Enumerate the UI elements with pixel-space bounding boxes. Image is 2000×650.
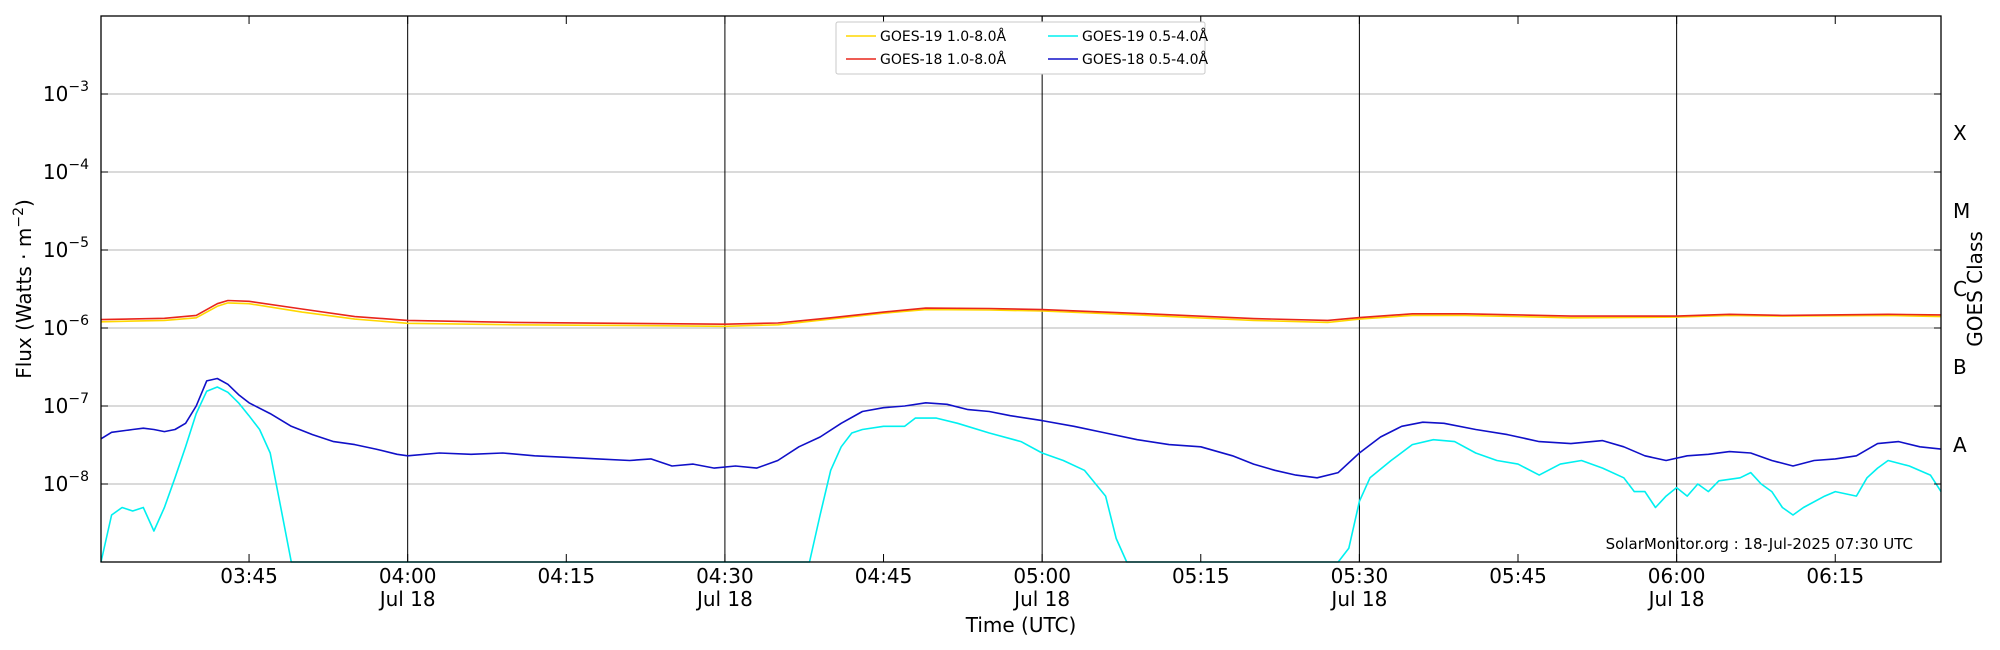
goes-class-label: B <box>1953 355 1967 379</box>
y-tick-exponent: −4 <box>68 157 89 173</box>
y-tick-label: 10−3 <box>43 79 89 106</box>
legend-entry-label: GOES-19 1.0-8.0Å <box>880 28 1006 45</box>
y-tick-label: 10−6 <box>43 313 89 340</box>
y-axis-ticks: 10−810−710−610−510−410−3 <box>43 79 1941 496</box>
legend: GOES-19 1.0-8.0Å GOES-18 1.0-8.0Å GOES-19 … <box>835 21 1208 75</box>
right-axis-label: GOES Class <box>1963 231 1987 347</box>
x-tick-label: 05:30 <box>1331 564 1389 588</box>
plot-frame <box>100 15 1942 563</box>
y-tick-base: 10 <box>43 160 68 184</box>
y-tick-exponent: −5 <box>68 235 89 251</box>
y-axis-label: Flux (Watts · m−2) <box>11 199 36 379</box>
series-layer <box>100 299 1942 563</box>
series-line <box>100 386 1942 563</box>
series-line <box>100 299 1942 326</box>
x-tick-label: 06:00 <box>1648 564 1706 588</box>
y-tick-base: 10 <box>43 82 68 106</box>
y-axis-label-close: ) <box>12 199 36 207</box>
x-tick-label: 04:15 <box>537 564 595 588</box>
y-tick-base: 10 <box>43 394 68 418</box>
credit-text: SolarMonitor.org : 18-Jul-2025 07:30 UTC <box>1606 535 1913 553</box>
x-tick-date-label: Jul 18 <box>1012 587 1070 611</box>
goes-class-label: X <box>1953 121 1967 145</box>
y-tick-base: 10 <box>43 472 68 496</box>
x-tick-label: 06:15 <box>1806 564 1864 588</box>
x-tick-date-label: Jul 18 <box>1647 587 1705 611</box>
y-tick-label: 10−8 <box>43 469 89 496</box>
y-tick-exponent: −6 <box>68 313 89 329</box>
goes-class-labels: A B C M X <box>1953 121 1970 457</box>
y-tick-label: 10−5 <box>43 235 89 262</box>
y-tick-label: 10−7 <box>43 391 89 418</box>
y-tick-exponent: −7 <box>68 391 89 407</box>
legend-entry-label: GOES-18 0.5-4.0Å <box>1082 51 1208 68</box>
legend-entry-label: GOES-18 1.0-8.0Å <box>880 51 1006 68</box>
x-tick-date-label: Jul 18 <box>1329 587 1387 611</box>
y-axis-label-exponent: −2 <box>11 207 27 228</box>
x-tick-date-label: Jul 18 <box>378 587 436 611</box>
y-tick-exponent: −8 <box>68 469 89 485</box>
x-tick-label: 04:30 <box>696 564 754 588</box>
legend-box <box>835 21 1206 75</box>
goes-class-label: A <box>1953 433 1967 457</box>
goes-class-label: C <box>1953 277 1967 301</box>
series-line <box>100 377 1942 479</box>
x-axis-label: Time (UTC) <box>965 613 1077 637</box>
series-line <box>100 302 1942 328</box>
y-tick-label: 10−4 <box>43 157 89 184</box>
x-tick-date-label: Jul 18 <box>695 587 753 611</box>
x-tick-label: 04:45 <box>855 564 913 588</box>
x-tick-label: 05:00 <box>1013 564 1071 588</box>
legend-entry-label: GOES-19 0.5-4.0Å <box>1082 28 1208 45</box>
x-tick-label: 05:45 <box>1489 564 1547 588</box>
y-tick-base: 10 <box>43 316 68 340</box>
x-tick-label: 05:15 <box>1172 564 1230 588</box>
y-tick-exponent: −3 <box>68 79 89 95</box>
x-tick-label: 03:45 <box>220 564 278 588</box>
vertical-time-lines <box>407 16 1678 562</box>
y-tick-base: 10 <box>43 238 68 262</box>
goes-class-label: M <box>1953 199 1970 223</box>
x-tick-label: 04:00 <box>379 564 437 588</box>
y-axis-label-main: Flux (Watts · m <box>12 228 36 379</box>
